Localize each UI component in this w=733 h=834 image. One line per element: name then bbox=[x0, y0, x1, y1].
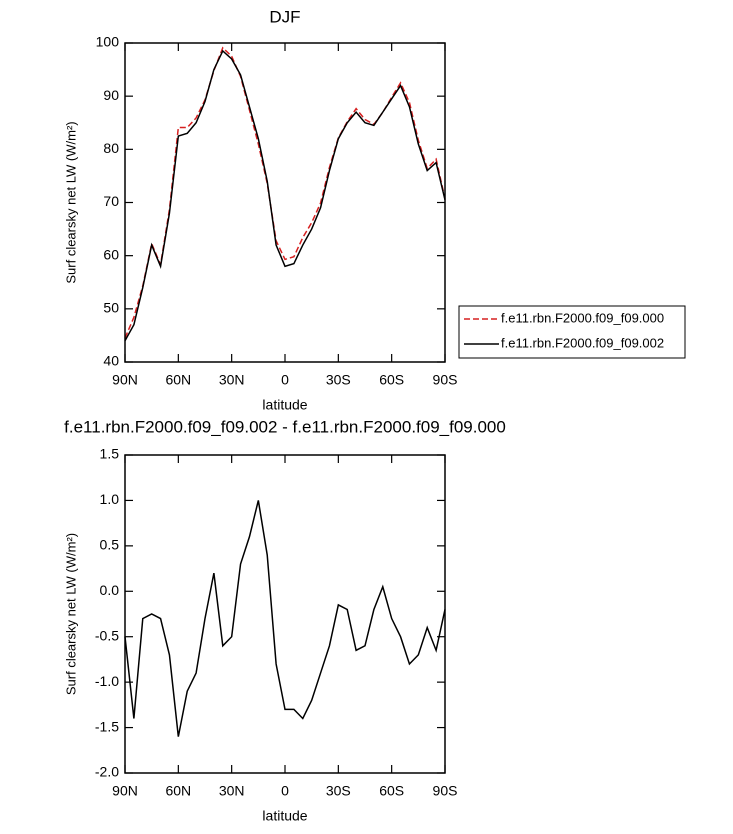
x-tick-label: 60N bbox=[165, 372, 191, 388]
x-tick-label: 60S bbox=[379, 783, 404, 799]
x-tick-label: 30S bbox=[326, 783, 351, 799]
y-tick-label: -0.5 bbox=[95, 627, 119, 643]
x-tick-label: 90N bbox=[112, 372, 138, 388]
x-tick-label: 30S bbox=[326, 372, 351, 388]
y-tick-label: 1.0 bbox=[100, 491, 120, 507]
x-axis-label: latitude bbox=[262, 808, 307, 824]
x-tick-label: 90S bbox=[433, 783, 458, 799]
y-tick-label: 100 bbox=[96, 34, 120, 50]
x-tick-label: 90N bbox=[112, 783, 138, 799]
x-axis-label: latitude bbox=[262, 397, 307, 413]
y-tick-label: 80 bbox=[103, 140, 119, 156]
data-line bbox=[124, 49, 446, 342]
y-tick-label: 1.5 bbox=[100, 446, 120, 462]
y-axis-label: Surf clearsky net LW (W/m²) bbox=[63, 533, 78, 695]
chart-title: f.e11.rbn.F2000.f09_f09.002 - f.e11.rbn.… bbox=[64, 417, 506, 436]
x-tick-label: 30N bbox=[219, 372, 245, 388]
y-axis-label: Surf clearsky net LW (W/m²) bbox=[63, 121, 78, 283]
y-tick-label: 70 bbox=[103, 193, 119, 209]
chart-title: DJF bbox=[269, 7, 300, 26]
x-tick-label: 60N bbox=[165, 783, 191, 799]
data-line bbox=[124, 500, 446, 737]
y-tick-label: 50 bbox=[103, 300, 119, 316]
y-tick-label: 0.5 bbox=[100, 537, 120, 553]
data-line bbox=[124, 46, 446, 339]
legend-label: f.e11.rbn.F2000.f09_f09.000 bbox=[501, 310, 664, 325]
y-tick-label: -2.0 bbox=[95, 764, 119, 780]
y-tick-label: 90 bbox=[103, 87, 119, 103]
plot-frame bbox=[124, 454, 446, 774]
y-tick-label: 40 bbox=[103, 353, 119, 369]
y-tick-label: 0.0 bbox=[100, 582, 120, 598]
x-tick-label: 30N bbox=[219, 783, 245, 799]
x-tick-label: 0 bbox=[281, 372, 289, 388]
x-tick-label: 60S bbox=[379, 372, 404, 388]
y-tick-label: -1.5 bbox=[95, 718, 119, 734]
y-tick-label: -1.0 bbox=[95, 673, 119, 689]
y-tick-label: 60 bbox=[103, 246, 119, 262]
legend-label: f.e11.rbn.F2000.f09_f09.002 bbox=[501, 335, 664, 350]
x-tick-label: 90S bbox=[433, 372, 458, 388]
legend-box bbox=[458, 305, 686, 359]
x-tick-label: 0 bbox=[281, 783, 289, 799]
